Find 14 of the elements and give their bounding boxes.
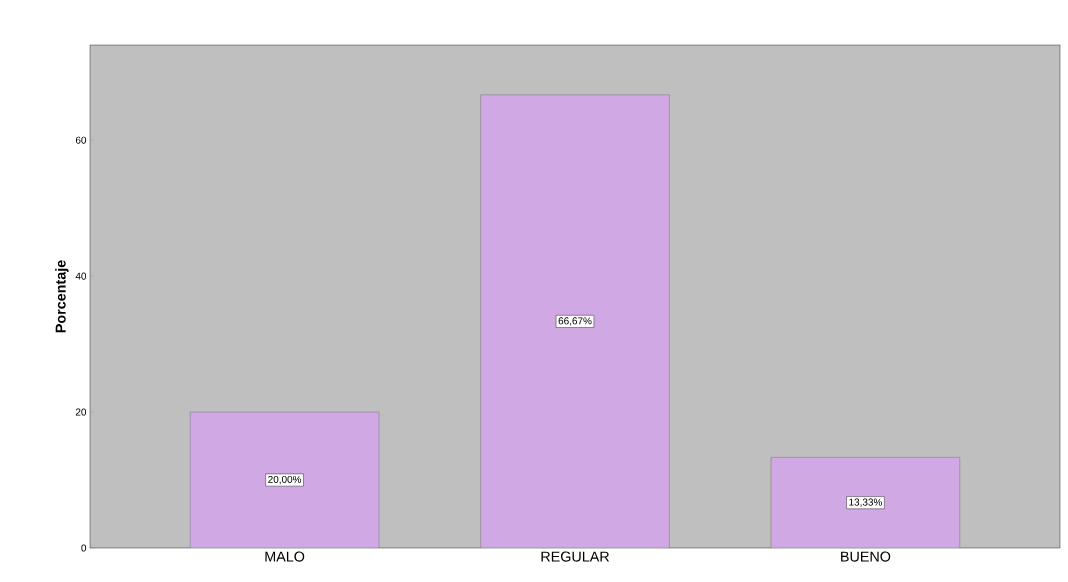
data-label: 13,33% [849,498,882,507]
x-tick-label: REGULAR [541,551,610,562]
bar [480,94,670,548]
bar [190,411,380,548]
y-axis-title: Porcentaje [55,260,69,333]
y-tick-label: 40 [75,272,87,280]
data-label: 66,67% [558,317,592,326]
x-tick-label: MALO [265,551,305,562]
bar [770,457,961,548]
data-label: 20,00% [268,475,302,485]
y-tick-label: 20 [75,408,87,416]
x-tick-label: BUENO [841,551,891,562]
y-tick-label: 60 [75,136,87,144]
y-tick-label: 0 [81,544,87,552]
